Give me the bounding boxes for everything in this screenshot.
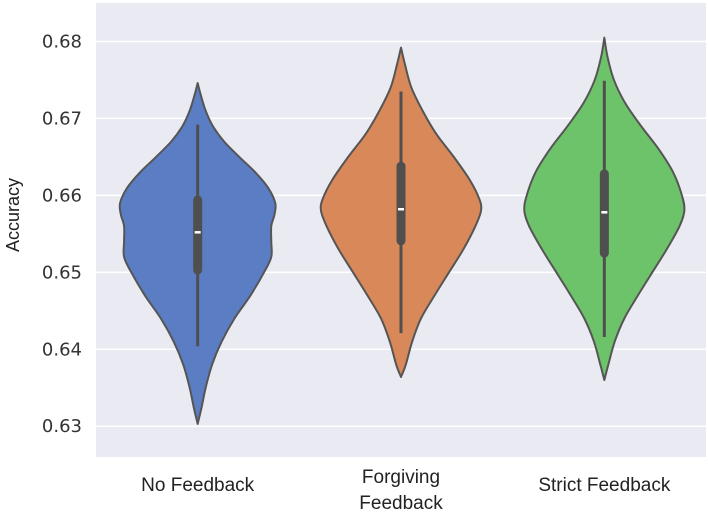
category-label-line: Forgiving [362, 467, 440, 488]
y-tick-label: 0.68 [42, 31, 82, 52]
violin-group [319, 46, 483, 378]
y-tick-label: 0.63 [42, 416, 82, 437]
category-label: Forgiving Feedback [359, 467, 443, 514]
category-label: No Feedback [141, 475, 255, 496]
y-tick-label: 0.64 [42, 339, 82, 360]
y-tick-label: 0.65 [42, 262, 82, 283]
y-tick-label: 0.66 [42, 185, 82, 206]
violin-group [118, 82, 277, 425]
category-label: Strict Feedback [538, 475, 670, 496]
y-tick-labels: 0.63 0.64 0.65 0.66 0.67 0.68 [42, 31, 82, 437]
category-label-line: Feedback [359, 493, 443, 514]
category-label-line: Strict Feedback [538, 475, 670, 496]
y-axis-title: Accuracy [3, 178, 23, 252]
violin-group [523, 36, 686, 382]
violins [118, 36, 686, 425]
category-label-line: No Feedback [141, 475, 255, 496]
y-tick-label: 0.67 [42, 108, 82, 129]
category-labels: No Feedback Forgiving Feedback Strict Feedb… [141, 467, 671, 514]
